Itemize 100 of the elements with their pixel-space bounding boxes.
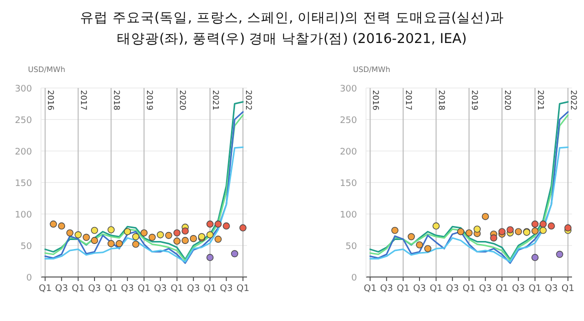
ref-line-label: 2019: [470, 90, 480, 110]
point: [165, 232, 172, 239]
point: [190, 235, 197, 242]
point: [116, 240, 123, 248]
point: [457, 228, 464, 236]
point: [108, 240, 115, 248]
ref-line-label: 2021: [536, 90, 546, 110]
point: [173, 238, 181, 245]
point: [548, 222, 555, 230]
point: [416, 241, 424, 248]
point: [564, 224, 572, 232]
x-tick-label: Q1: [104, 284, 118, 294]
x-tick-label: Q1: [364, 284, 377, 294]
point: [514, 228, 522, 236]
point: [206, 254, 214, 262]
point: [90, 236, 98, 244]
x-tick-label: Q3: [380, 284, 393, 294]
x-tick-label: Q3: [220, 284, 233, 294]
ref-line-label: 2018: [112, 90, 122, 110]
y-tick-label: 0: [351, 274, 358, 284]
y-tick-label: 150: [14, 179, 32, 189]
y-tick-label: 50: [20, 242, 32, 252]
ref-line-label: 2016: [371, 90, 380, 110]
point: [214, 236, 222, 243]
x-tick-label: Q3: [413, 284, 426, 294]
point: [490, 234, 498, 242]
ref-line-label: 2017: [404, 90, 414, 110]
ref-line-label: 2022: [244, 90, 253, 110]
point: [474, 226, 481, 233]
point: [531, 227, 539, 235]
point: [540, 220, 547, 228]
point: [74, 231, 82, 238]
x-tick-label: Q1: [562, 284, 574, 294]
x-tick-label: Q3: [186, 284, 200, 294]
y-tick-label: 200: [14, 148, 32, 158]
y-tick-label: 300: [14, 84, 32, 94]
ref-line-label: 2020: [502, 90, 512, 110]
y-tick-label: 50: [346, 242, 358, 252]
point: [148, 234, 156, 241]
ref-line-label: 2018: [437, 90, 446, 110]
y-tick-label: 100: [340, 210, 358, 220]
point: [531, 254, 539, 262]
x-tick-label: Q1: [204, 284, 216, 294]
x-tick-label: Q1: [528, 284, 542, 294]
ref-line-label: 2022: [568, 90, 578, 110]
x-tick-label: Q1: [138, 284, 150, 294]
x-tick-label: Q1: [462, 284, 476, 294]
point: [206, 220, 214, 228]
x-tick-label: Q3: [154, 284, 167, 294]
x-tick-label: Q3: [478, 284, 492, 294]
line-series: [44, 146, 244, 263]
point: [124, 228, 131, 236]
point: [408, 233, 415, 240]
x-tick-label: Q1: [396, 284, 410, 294]
point: [132, 233, 140, 240]
point: [206, 231, 214, 238]
x-tick-label: Q3: [88, 284, 101, 294]
line-series: [369, 146, 569, 263]
ref-line-label: 2016: [46, 90, 56, 110]
point: [50, 220, 57, 228]
point: [58, 222, 66, 230]
point: [556, 250, 564, 258]
y-tick-label: 250: [340, 116, 358, 126]
point: [156, 231, 164, 238]
point: [222, 222, 230, 230]
x-tick-label: Q1: [38, 284, 52, 294]
x-tick-label: Q1: [236, 284, 250, 294]
point: [531, 220, 539, 228]
x-tick-label: Q3: [121, 284, 134, 294]
point: [173, 229, 181, 236]
y-tick-label: 300: [340, 84, 358, 94]
point: [182, 227, 189, 235]
ref-line-label: 2017: [79, 90, 88, 110]
point: [132, 240, 140, 248]
point: [82, 234, 90, 241]
x-tick-label: Q3: [512, 284, 525, 294]
point: [506, 226, 514, 234]
x-tick-label: Q1: [430, 284, 443, 294]
point: [90, 226, 98, 234]
x-tick-label: Q3: [446, 284, 459, 294]
x-tick-label: Q1: [496, 284, 508, 294]
point: [214, 220, 222, 228]
point: [540, 226, 547, 234]
y-tick-label: 250: [14, 116, 32, 126]
point: [391, 226, 398, 234]
text: 유럽 주요국(독일, 프랑스, 스페인, 이태리)의 전력 도매요금(실선)과 태양광(좌), 풍력(우) 경매 낙찰가(점) (2016-2021, IEA): [80, 10, 504, 47]
point: [182, 236, 189, 244]
ref-line-label: 2020: [178, 90, 187, 110]
y-tick-label: 200: [340, 148, 358, 158]
point: [140, 229, 148, 236]
x-tick-label: Q3: [544, 284, 558, 294]
y-tick-label: 150: [340, 179, 358, 189]
point: [231, 250, 238, 258]
ref-line-label: 2021: [211, 90, 220, 110]
point: [465, 229, 473, 236]
ref-line-label: 2019: [145, 90, 154, 110]
point: [66, 229, 74, 236]
x-tick-label: Q1: [72, 284, 85, 294]
x-tick-label: Q1: [170, 284, 184, 294]
x-tick-label: Q3: [55, 284, 68, 294]
